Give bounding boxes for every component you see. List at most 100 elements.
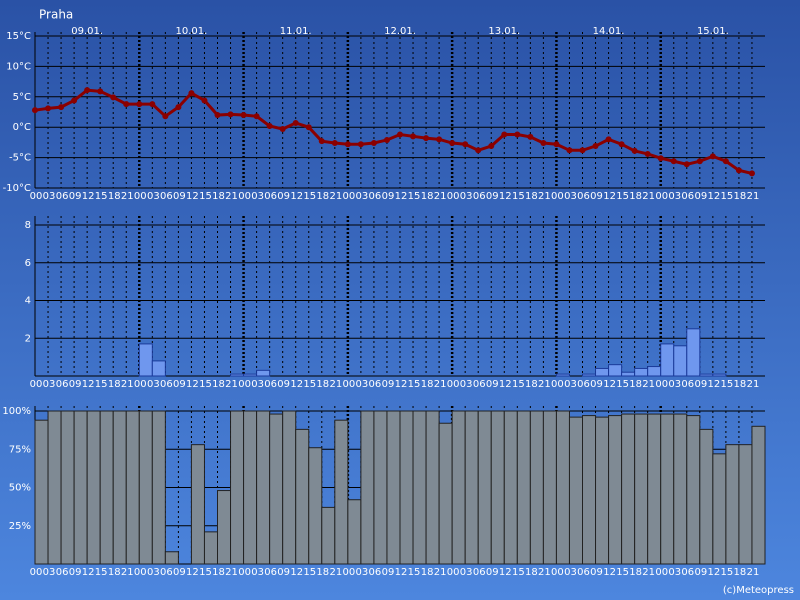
x-tick-label: 21 (538, 567, 551, 578)
bar (321, 506, 336, 565)
x-tick-label: 15 (616, 567, 629, 578)
x-tick-label: 06 (473, 191, 486, 202)
temperature-point (253, 113, 260, 120)
bar (86, 410, 101, 565)
x-tick-label: 21 (434, 191, 447, 202)
temperature-point (475, 147, 482, 154)
x-tick-label: 15 (95, 379, 108, 390)
x-tick-label: 15 (408, 191, 421, 202)
x-tick-label: 00 (134, 379, 147, 390)
x-tick-label: 12 (82, 567, 95, 578)
temperature-point (58, 104, 65, 111)
x-tick-label: 09 (694, 379, 707, 390)
temperature-point (240, 112, 247, 119)
x-tick-label: 09 (173, 379, 186, 390)
x-tick-label: 09 (277, 379, 290, 390)
x-tick-label: 15 (95, 191, 108, 202)
x-tick-label: 18 (525, 191, 538, 202)
temperature-point (201, 97, 208, 104)
x-tick-label: 12 (603, 379, 616, 390)
x-tick-label: 06 (369, 379, 382, 390)
bar (647, 413, 662, 565)
bar (73, 410, 88, 565)
temperature-point (97, 88, 104, 95)
y-tick-label: -5°C (9, 153, 31, 164)
bar (725, 444, 740, 565)
temperature-point (292, 119, 299, 126)
x-tick-label: 18 (212, 567, 225, 578)
x-tick-label: 00 (342, 567, 355, 578)
bar (634, 367, 649, 377)
bar (34, 419, 49, 565)
temperature-point (423, 135, 430, 142)
x-tick-label: 03 (43, 191, 56, 202)
x-tick-label: 15 (512, 567, 525, 578)
bar (138, 410, 153, 565)
temperature-point (344, 141, 351, 148)
temperature-point (227, 111, 234, 118)
x-tick-label: 00 (447, 379, 460, 390)
bar (712, 373, 727, 377)
x-tick-label: 03 (460, 379, 473, 390)
bar (516, 410, 531, 565)
x-tick-label: 15 (303, 567, 316, 578)
x-tick-label: 09 (590, 379, 603, 390)
x-tick-label: 03 (356, 191, 369, 202)
y-tick-label: 2 (25, 333, 31, 344)
bar (751, 425, 766, 565)
x-tick-label: 12 (186, 379, 199, 390)
bar (412, 410, 427, 565)
x-tick-label: 12 (290, 379, 303, 390)
x-tick-label: 09 (277, 191, 290, 202)
temperature-point (188, 90, 195, 97)
x-tick-label: 18 (525, 379, 538, 390)
x-tick-label: 12 (395, 191, 408, 202)
x-tick-label: 03 (460, 191, 473, 202)
bar (190, 444, 205, 565)
bar (542, 410, 557, 565)
x-tick-label: 18 (629, 567, 642, 578)
x-tick-label: 06 (56, 567, 69, 578)
bar (582, 415, 597, 565)
x-tick-label: 00 (342, 379, 355, 390)
temperature-point (618, 141, 625, 148)
x-tick-label: 06 (264, 191, 277, 202)
x-tick-label: 03 (460, 567, 473, 578)
bar (738, 444, 753, 565)
temperature-point (527, 133, 534, 140)
x-tick-label: 18 (629, 191, 642, 202)
x-tick-label: 09 (173, 567, 186, 578)
x-tick-label: 15 (721, 191, 734, 202)
temperature-point (514, 131, 521, 138)
x-tick-label: 03 (668, 379, 681, 390)
x-tick-label: 18 (316, 567, 329, 578)
credit: (c)Meteopress (723, 585, 794, 596)
x-tick-label: 18 (421, 567, 434, 578)
x-tick-label: 18 (108, 191, 121, 202)
x-tick-label: 06 (577, 379, 590, 390)
x-tick-label: 03 (147, 379, 160, 390)
temperature-point (553, 141, 560, 148)
bar (373, 410, 388, 565)
x-tick-label: 06 (473, 379, 486, 390)
x-tick-label: 06 (577, 567, 590, 578)
bar (99, 410, 114, 565)
bar (217, 490, 232, 565)
bar (647, 366, 662, 377)
x-tick-label: 12 (186, 191, 199, 202)
bar (608, 364, 623, 377)
x-tick-label: 09 (382, 191, 395, 202)
bar (47, 410, 62, 565)
temperature-point (566, 147, 573, 154)
x-tick-label: 09 (173, 191, 186, 202)
temperature-point (683, 161, 690, 168)
bar (555, 373, 570, 377)
day-label: 13.01. (488, 26, 520, 37)
temperature-point (266, 122, 273, 129)
x-tick-label: 09 (277, 567, 290, 578)
x-tick-label: 03 (356, 567, 369, 578)
x-tick-label: 00 (134, 567, 147, 578)
bar (282, 410, 297, 565)
bar (621, 371, 636, 377)
bar (438, 422, 453, 565)
